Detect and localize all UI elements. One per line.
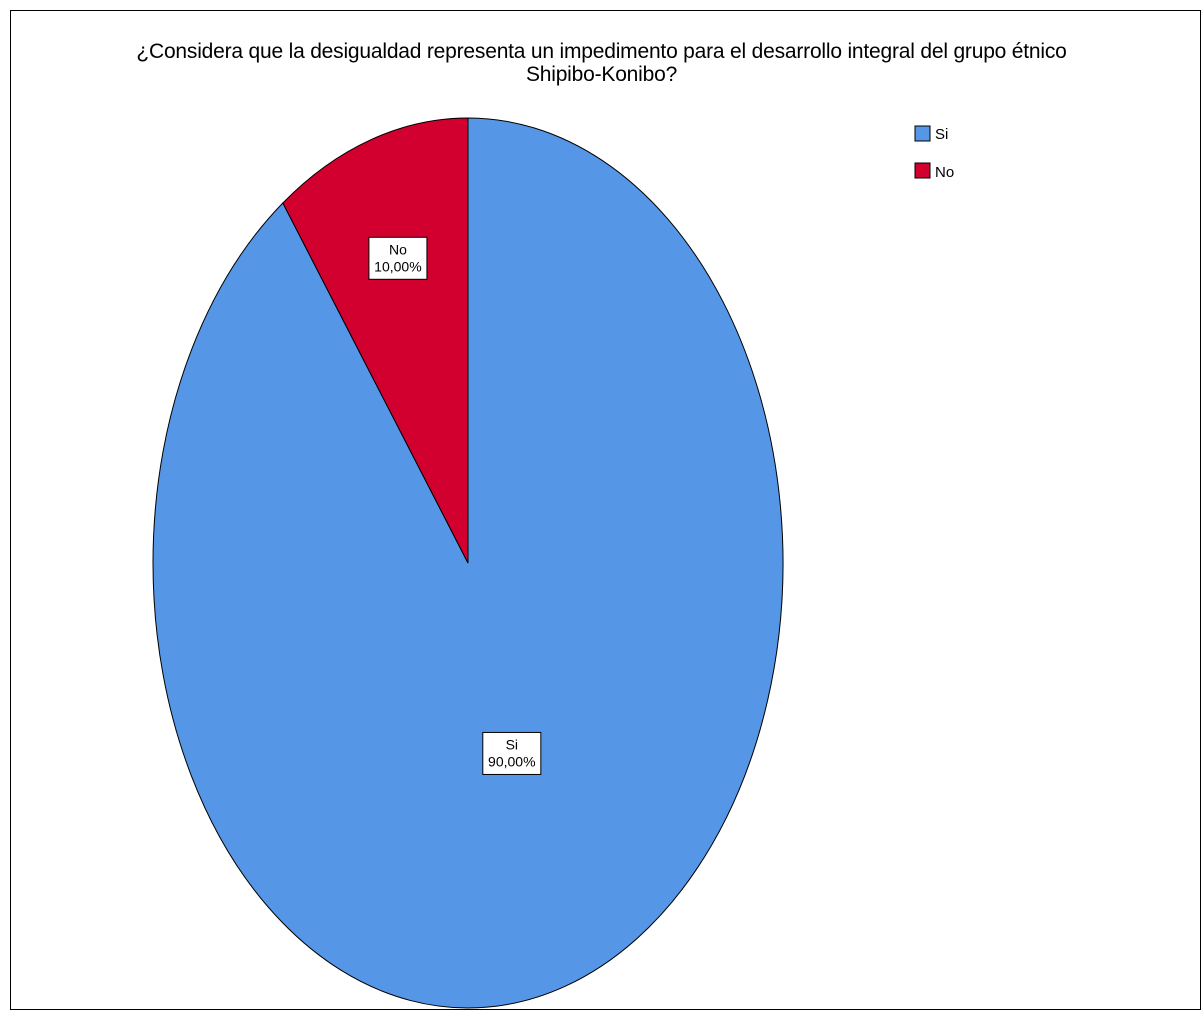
data-label-percent: 10,00%: [374, 258, 421, 274]
legend-label-no: No: [935, 164, 954, 181]
data-label-percent: 90,00%: [488, 753, 535, 769]
data-label-box: [368, 236, 428, 280]
chart-title-line-1: ¿Considera que la desigualdad representa…: [136, 40, 1067, 63]
legend-swatch-si: [914, 125, 931, 142]
chart-legend: Si No: [914, 125, 954, 181]
data-label-category: No: [389, 241, 407, 257]
legend-label-si: Si: [935, 126, 948, 143]
legend-swatch-no: [914, 162, 931, 179]
pie-slices: [152, 117, 784, 1009]
chart-title-line-2: Shipibo-Konibo?: [525, 63, 678, 86]
data-label-category: Si: [506, 736, 518, 752]
chart-title: ¿Considera que la desigualdad representa…: [0, 40, 1203, 86]
pie-slice-no: [282, 117, 469, 564]
data-label-box: [482, 731, 542, 775]
